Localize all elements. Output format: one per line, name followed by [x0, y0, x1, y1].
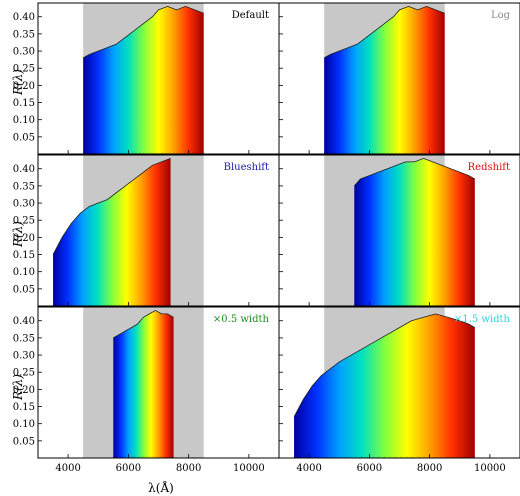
spectrum-outline — [354, 158, 476, 187]
spectrum-outline — [52, 158, 171, 255]
panel-label: Default — [232, 10, 269, 21]
panel: 0.05 0.10 0.15 0.20 0.25 0.30 0.35 0.40 4000 6000… — [13, 306, 280, 474]
y-tick-label: 0.10 — [13, 115, 35, 126]
y-tick-label: 0.35 — [13, 29, 35, 40]
y-tick-label: 0.35 — [13, 181, 35, 192]
y-tick-label: 0.40 — [13, 164, 35, 175]
x-axis-label: λ(Å) — [148, 480, 174, 495]
y-tick-label: 0.30 — [13, 351, 35, 362]
y-tick-label: 0.20 — [13, 81, 35, 92]
spectrum-outline — [113, 309, 174, 339]
y-tick-label: 0.25 — [13, 64, 35, 75]
y-tick-label: 0.40 — [13, 316, 35, 327]
x-tick-label: 8000 — [417, 463, 442, 474]
y-tick-label: 0.30 — [13, 199, 35, 210]
spectrum-outline — [82, 6, 204, 59]
panel: Log — [278, 2, 520, 155]
panel: 0.05 0.10 0.15 0.20 0.25 0.30 0.35 0.40 Blueshif… — [13, 154, 280, 307]
y-tick-label: 0.15 — [13, 98, 35, 109]
x-tick-label: 4000 — [296, 463, 321, 474]
x-tick-label: 6000 — [116, 463, 141, 474]
spectrum-area — [113, 310, 174, 458]
y-tick-label: 0.15 — [13, 402, 35, 413]
panel: 0.05 0.10 0.15 0.20 0.25 0.30 0.35 0.40 Default — [13, 2, 280, 155]
spectrum-outline — [293, 313, 476, 418]
panel-label: ×0.5 width — [213, 314, 270, 325]
panel-label: Blueshift — [224, 162, 269, 173]
spectrum-area — [53, 158, 171, 306]
panel-label: Redshift — [468, 162, 510, 173]
axes-frame — [278, 2, 520, 155]
y-tick-label: 0.40 — [13, 12, 35, 23]
x-tick-label: 10000 — [233, 463, 265, 474]
y-tick-label: 0.05 — [13, 284, 35, 295]
x-tick-label: 4000 — [55, 463, 80, 474]
axes-frame — [278, 154, 520, 307]
panel-label: Log — [491, 10, 511, 21]
y-tick-label: 0.25 — [13, 368, 35, 379]
spectrum-area — [294, 313, 475, 458]
y-tick-label: 0.20 — [13, 385, 35, 396]
panel: 4000 6000 8000 10000 ×1.5 width — [278, 306, 520, 474]
x-tick-label: 10000 — [474, 463, 506, 474]
y-tick-label: 0.20 — [13, 233, 35, 244]
y-tick-label: 0.25 — [13, 216, 35, 227]
y-tick-label: 0.35 — [13, 333, 35, 344]
spectrum-area — [354, 158, 475, 306]
y-axis-label-top: R(λ) — [11, 69, 25, 96]
y-axis-label-middle: R(λ) — [11, 221, 25, 248]
y-tick-label: 0.05 — [13, 436, 35, 447]
y-tick-label: 0.10 — [13, 267, 35, 278]
x-tick-label: 6000 — [357, 463, 382, 474]
y-axis-label-bottom: R(λ) — [11, 374, 25, 401]
y-tick-label: 0.30 — [13, 47, 35, 58]
x-tick-label: 8000 — [176, 463, 201, 474]
panel-label: ×1.5 width — [454, 314, 511, 325]
y-tick-label: 0.05 — [13, 132, 35, 143]
spectrum-area — [324, 6, 445, 154]
panel: Redshift — [278, 154, 520, 307]
spectrum-area — [83, 6, 204, 154]
axes-frame — [278, 306, 520, 459]
y-tick-label: 0.10 — [13, 419, 35, 430]
spectrum-outline — [323, 6, 445, 59]
y-tick-label: 0.15 — [13, 250, 35, 261]
